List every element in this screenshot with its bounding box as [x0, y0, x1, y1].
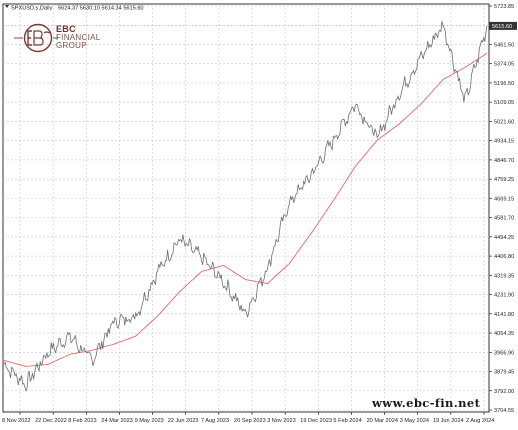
y-tick-label: 4406.80 — [494, 254, 514, 260]
logo-letter-e-icon — [27, 30, 32, 46]
x-tick-label: 9 May 2023 — [135, 418, 164, 424]
symbol-label: SPXUSD.s,Daily — [11, 6, 53, 12]
x-axis: 8 Nov 2022 22 Dec 2022 8 Feb 2023 24 Mar 20… — [2, 412, 494, 424]
y-tick-label: 4759.25 — [494, 177, 514, 183]
y-tick-label: 4934.15 — [494, 139, 514, 145]
logo-letter-c-icon — [43, 31, 51, 34]
x-tick-label: 8 Nov 2022 — [2, 418, 31, 424]
y-tick-label: 5461.50 — [494, 42, 514, 48]
x-tick-label: 5 Feb 2024 — [333, 418, 361, 424]
y-tick-label: 4581.70 — [494, 216, 514, 222]
x-tick-label: 19 Jun 2024 — [433, 418, 464, 424]
x-tick-label: 20 Sep 2023 — [234, 418, 266, 424]
plot-frame — [2, 3, 490, 413]
y-tick-label: 4669.15 — [494, 196, 514, 202]
x-tick-label: 8 Feb 2023 — [68, 418, 96, 424]
logo-circle-icon — [23, 23, 53, 53]
y-tick-label: 4319.35 — [494, 273, 514, 279]
y-tick-label: 5021.60 — [494, 119, 514, 125]
moving-average-line — [3, 52, 488, 367]
grid-layer — [3, 4, 489, 412]
header-triangle-icon — [5, 5, 9, 8]
x-tick-label: 7 Aug 2023 — [201, 418, 229, 424]
logo-line-1: EBC — [56, 24, 76, 34]
logo-line-2: FINANCIAL — [56, 33, 101, 42]
price-line — [3, 21, 488, 393]
x-tick-label: 22 Jun 2023 — [168, 418, 199, 424]
y-tick-label: 5374.05 — [494, 62, 514, 68]
x-tick-label: 22 Dec 2022 — [35, 418, 67, 424]
last-price-tag: 5615.60 — [489, 21, 517, 30]
x-tick-label: 19 Dec 2023 — [300, 418, 332, 424]
y-tick-label: 5196.50 — [494, 81, 514, 87]
watermark-url: www.ebc-fin.net — [371, 396, 481, 410]
y-tick-label: 4054.35 — [494, 331, 514, 337]
ebc-logo: EBC FINANCIAL GROUP — [14, 23, 101, 53]
y-tick-label: 5109.05 — [494, 100, 514, 106]
y-tick-label: 3704.55 — [494, 408, 514, 414]
y-tick-label: 4846.70 — [494, 158, 514, 164]
y-tick-label: 4494.25 — [494, 235, 514, 241]
x-tick-label: 3 Nov 2023 — [267, 418, 296, 424]
series-layer — [3, 21, 489, 393]
x-tick-label: 2 Aug 2024 — [466, 418, 494, 424]
x-tick-label: 20 Mar 2024 — [367, 418, 398, 424]
price-tag-label: 5615.60 — [492, 24, 512, 30]
price-tag-box — [489, 21, 517, 30]
x-tick-label: 3 May 2024 — [400, 418, 429, 424]
y-tick-label: 3966.90 — [494, 350, 514, 356]
y-tick-label: 3879.45 — [494, 370, 514, 376]
y-tick-label: 4141.80 — [494, 312, 514, 318]
chart-header: SPXUSD.s,Daily 5624.37 5630.10 5614.34 5… — [5, 5, 144, 12]
ohlc-values: 5624.37 5630.10 5614.34 5615.60 — [58, 6, 144, 12]
logo-letter-b-icon — [33, 30, 44, 46]
y-tick-label: 4231.90 — [494, 293, 514, 299]
y-tick-label: 3792.00 — [494, 389, 514, 395]
x-tick-label: 24 Mar 2023 — [101, 418, 132, 424]
y-tick-label: 5723.85 — [494, 4, 514, 10]
logo-line-3: GROUP — [56, 41, 87, 50]
